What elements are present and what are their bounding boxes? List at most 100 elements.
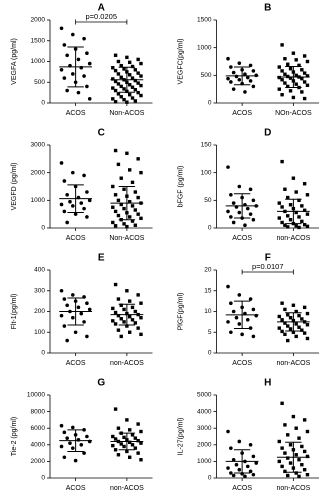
data-point (237, 184, 242, 189)
data-point (119, 317, 123, 321)
data-point (119, 334, 123, 339)
data-point (85, 51, 89, 55)
data-point (85, 215, 89, 219)
data-point (68, 441, 72, 445)
data-point (122, 187, 126, 191)
data-point (127, 440, 132, 445)
data-point (82, 206, 86, 211)
y-tick-label: 4000 (197, 408, 212, 415)
y-tick-label: 15 (204, 287, 212, 294)
data-point (116, 313, 121, 318)
data-point (133, 190, 138, 194)
data-point (73, 212, 78, 216)
data-point (82, 36, 86, 41)
data-point (122, 307, 126, 312)
data-point (125, 289, 129, 293)
data-point (305, 429, 310, 434)
data-point (116, 297, 121, 301)
data-point (133, 208, 138, 212)
data-point (248, 63, 253, 68)
data-point (226, 56, 230, 61)
data-point (297, 198, 301, 203)
data-point (251, 84, 256, 89)
data-point (283, 57, 287, 61)
data-point (248, 79, 253, 83)
data-point (136, 326, 140, 330)
data-point (226, 76, 230, 81)
y-tick-label: 150 (201, 142, 212, 149)
data-point (62, 43, 67, 47)
data-point (226, 466, 230, 470)
data-point (71, 170, 75, 175)
data-point (283, 423, 287, 427)
data-point (113, 148, 118, 153)
data-point (245, 318, 250, 322)
y-axis-label: VEGFC(pg/ml) (177, 39, 184, 85)
data-point (280, 69, 284, 73)
data-point (283, 307, 287, 312)
x-tick-label: ACOS (66, 360, 86, 367)
data-point (82, 320, 86, 324)
y-tick-label: 0 (208, 350, 212, 357)
data-point (113, 100, 118, 104)
panel-title: F (265, 253, 271, 264)
data-point (251, 198, 256, 203)
data-point (248, 212, 253, 216)
data-point (291, 95, 296, 100)
data-point (130, 443, 135, 447)
data-point (283, 332, 287, 337)
data-point (248, 443, 253, 447)
panel: E Flt-1(pg/ml) 0 100 200 300 400 ACOS non-ACOS (11, 253, 153, 367)
data-point (62, 209, 67, 214)
x-tick-label: NOn-ACOS (275, 110, 312, 117)
data-point (234, 462, 239, 467)
y-tick-label: 100 (201, 169, 212, 176)
data-point (133, 88, 138, 92)
panel: G Tie-2 (pg/ml) 0 2000 4000 6000 8000 10000 ACOS… (11, 378, 153, 492)
data-point (79, 311, 84, 316)
data-point (87, 198, 92, 203)
data-point (294, 453, 298, 457)
data-point (119, 303, 123, 307)
x-tick-label: ACOS (232, 360, 252, 367)
data-point (111, 184, 115, 189)
data-point (71, 446, 75, 450)
data-point (229, 446, 233, 450)
y-axis-label: IL-27(pg/ml) (177, 418, 184, 456)
data-point (65, 193, 69, 197)
panel-title: G (97, 378, 105, 389)
data-point (65, 338, 69, 343)
data-point (283, 72, 287, 76)
data-point (243, 90, 247, 94)
data-point (243, 72, 247, 77)
data-point (226, 429, 230, 434)
data-point (85, 190, 89, 194)
y-tick-label: 6000 (31, 425, 46, 432)
x-tick-label: ACOS (66, 110, 86, 117)
data-point (300, 317, 304, 321)
data-point (300, 68, 304, 72)
data-point (294, 58, 298, 62)
y-tick-label: 20 (204, 267, 212, 274)
data-point (243, 223, 247, 228)
data-point (286, 195, 290, 200)
data-point (59, 444, 64, 449)
x-tick-label: ACOS (232, 485, 252, 492)
data-point (111, 86, 115, 90)
data-point (139, 429, 143, 434)
data-point (79, 443, 84, 447)
data-point (65, 220, 69, 225)
data-point (116, 198, 121, 203)
p-value: p=0.0205 (86, 12, 118, 21)
data-point (254, 73, 259, 78)
y-tick-label: 5000 (197, 392, 212, 399)
y-tick-label: 8000 (31, 408, 46, 415)
x-tick-label: non-ACOS (110, 360, 144, 367)
data-point (248, 469, 253, 474)
y-tick-label: 500 (34, 79, 45, 86)
data-point (291, 414, 296, 419)
data-point (226, 320, 230, 324)
data-point (297, 325, 301, 329)
